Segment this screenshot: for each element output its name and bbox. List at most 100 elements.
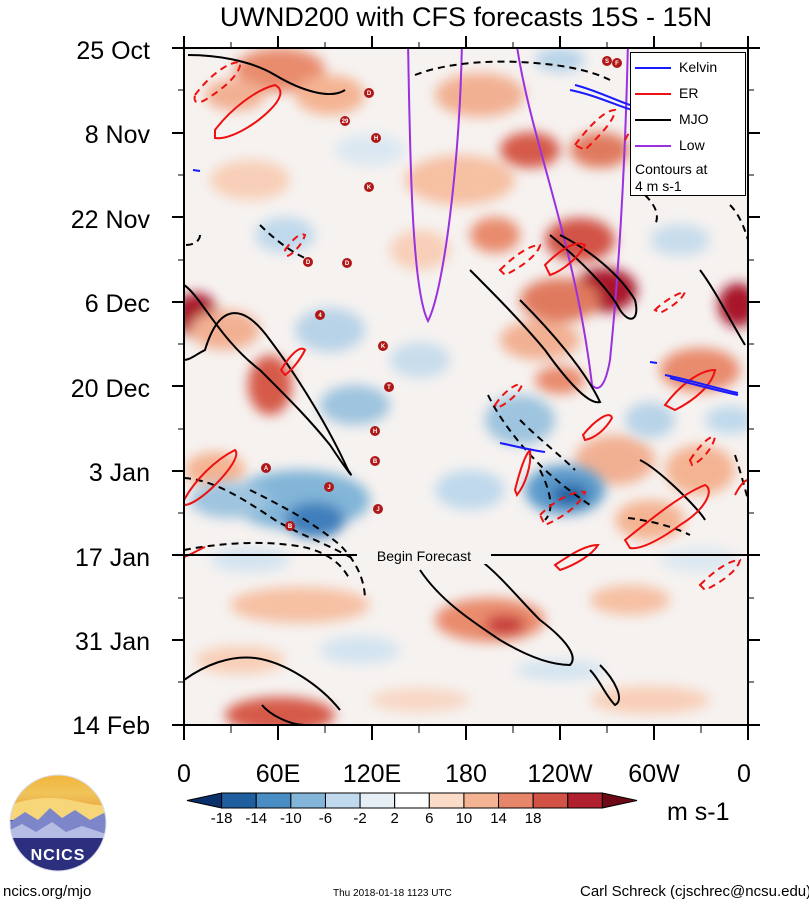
storm-marker: K xyxy=(364,182,374,192)
svg-text:J: J xyxy=(327,485,330,491)
legend-label: MJO xyxy=(679,111,709,127)
low-swatch xyxy=(635,145,671,147)
svg-text:K: K xyxy=(381,344,386,350)
legend-item-er: ER xyxy=(631,85,745,103)
er-contours xyxy=(184,83,748,572)
storm-marker: D xyxy=(342,258,352,268)
colorbar-tick-label: -10 xyxy=(280,810,302,827)
er-dashed-contours xyxy=(193,60,742,592)
legend: Kelvin ER MJO Low Contours at 4 m s-1 xyxy=(630,52,746,196)
mjo-swatch xyxy=(635,119,671,121)
storm-marker: H xyxy=(370,426,380,436)
colorbar-bin xyxy=(359,792,396,809)
svg-text:H: H xyxy=(373,429,377,435)
x-tick-label: 120E xyxy=(342,760,402,788)
x-tick-label: 180 xyxy=(445,760,487,788)
svg-text:H: H xyxy=(374,136,378,142)
svg-text:4: 4 xyxy=(318,313,322,319)
svg-text:K: K xyxy=(367,185,372,191)
y-tick-label: 20 Dec xyxy=(70,375,150,403)
svg-text:B: B xyxy=(288,524,293,530)
colorbar xyxy=(186,792,638,809)
colorbar-bin xyxy=(290,792,326,809)
low-contours xyxy=(407,48,629,389)
svg-text:J: J xyxy=(376,507,379,513)
colorbar-bin xyxy=(428,792,465,809)
colorbar-bin xyxy=(463,792,500,809)
begin-forecast-label: Begin Forecast xyxy=(377,548,471,564)
storm-marker: J xyxy=(324,482,334,492)
colorbar-units: m s-1 xyxy=(667,798,730,826)
kelvin-contours xyxy=(192,84,739,453)
storm-marker: B xyxy=(370,456,380,466)
colorbar-bin xyxy=(567,792,603,809)
storm-marker: S xyxy=(602,56,612,66)
begin-forecast-label-bg xyxy=(357,548,491,564)
er-swatch xyxy=(635,93,671,95)
svg-text:F: F xyxy=(615,61,619,67)
legend-label: ER xyxy=(679,85,699,101)
minor-ticks xyxy=(178,42,754,733)
x-tick-label: 0 xyxy=(737,760,751,788)
storm-marker: 29 xyxy=(340,116,350,126)
storm-marker: B xyxy=(285,521,295,531)
colorbar-bin xyxy=(532,792,569,809)
legend-item-mjo: MJO xyxy=(631,111,745,129)
colorbar-bin xyxy=(324,792,361,809)
colorbar-tick-label: 2 xyxy=(390,810,399,827)
svg-text:T: T xyxy=(387,385,391,391)
colorbar-tick-label: 10 xyxy=(455,810,473,827)
svg-text:29: 29 xyxy=(342,119,349,125)
svg-text:B: B xyxy=(373,459,378,465)
colorbar-bin xyxy=(221,792,257,809)
x-tick-label: 60E xyxy=(255,760,301,788)
y-tick-label: 8 Nov xyxy=(84,121,150,149)
colorbar-bin xyxy=(394,792,430,809)
colorbar-bin xyxy=(601,792,638,809)
storm-markers: D 29 H K D D 4 K T H B A J J B S F xyxy=(261,56,622,531)
colorbar-tick-label: 18 xyxy=(524,810,542,827)
colorbar-tick-label: -6 xyxy=(318,810,333,827)
storm-marker: H xyxy=(371,133,381,143)
y-tick-label: 6 Dec xyxy=(84,290,150,318)
x-tick-label: 0 xyxy=(177,760,191,788)
storm-marker: T xyxy=(384,382,394,392)
colorbar-bin xyxy=(255,792,292,809)
storm-marker: D xyxy=(364,88,374,98)
x-tick-label: 120W xyxy=(527,760,593,788)
storm-marker: D xyxy=(303,257,313,267)
kelvin-swatch xyxy=(635,67,671,69)
svg-text:D: D xyxy=(367,91,372,97)
colorbar-tick-label: -2 xyxy=(353,810,367,827)
y-tick-label: 17 Jan xyxy=(74,544,150,572)
colorbar-tick-label: -18 xyxy=(210,810,233,827)
colorbar-tick-label: 6 xyxy=(425,810,434,827)
y-tick-label: 14 Feb xyxy=(72,712,150,740)
negative-anomaly-blobs xyxy=(190,48,748,680)
mjo-dashed-contours xyxy=(184,60,748,601)
legend-item-kelvin: Kelvin xyxy=(631,59,745,77)
svg-text:S: S xyxy=(605,59,609,65)
legend-item-low: Low xyxy=(631,137,745,155)
storm-marker: F xyxy=(612,58,622,68)
svg-text:D: D xyxy=(306,260,311,266)
y-tick-label: 3 Jan xyxy=(88,459,150,487)
colorbar-tick-label: 14 xyxy=(490,810,507,827)
footer-url: ncics.org/mjo xyxy=(3,883,92,900)
legend-label: Kelvin xyxy=(679,59,718,75)
storm-marker: A xyxy=(261,463,271,473)
colorbar-bin xyxy=(186,792,223,809)
storm-marker: J xyxy=(373,504,383,514)
footer-author: Carl Schreck (cjschrec@ncsu.edu) xyxy=(580,883,809,900)
y-tick-label: 25 Oct xyxy=(76,37,150,65)
x-tick-label: 60W xyxy=(628,760,680,788)
ncics-logo: NCICS xyxy=(9,774,107,872)
svg-text:D: D xyxy=(345,261,350,267)
contour-note-line: 4 m s-1 xyxy=(635,178,682,194)
chart-title: UWND200 with CFS forecasts 15S - 15N xyxy=(219,2,713,32)
storm-marker: K xyxy=(378,341,388,351)
contour-note-line: Contours at xyxy=(635,161,708,177)
colorbar-tick-label: -14 xyxy=(245,810,268,827)
y-tick-label: 22 Nov xyxy=(70,206,150,234)
footer-timestamp: Thu 2018-01-18 1123 UTC xyxy=(333,888,452,899)
